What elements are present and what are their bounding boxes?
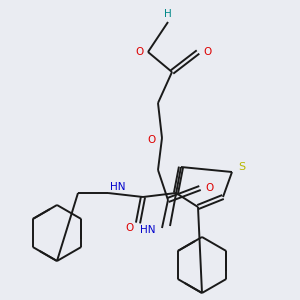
Text: HN: HN — [110, 182, 126, 192]
Text: O: O — [126, 223, 134, 233]
Text: H: H — [164, 9, 172, 19]
Text: O: O — [136, 47, 144, 57]
Text: O: O — [203, 47, 211, 57]
Text: S: S — [238, 162, 246, 172]
Text: O: O — [148, 135, 156, 145]
Text: O: O — [206, 183, 214, 193]
Text: HN: HN — [140, 225, 156, 235]
